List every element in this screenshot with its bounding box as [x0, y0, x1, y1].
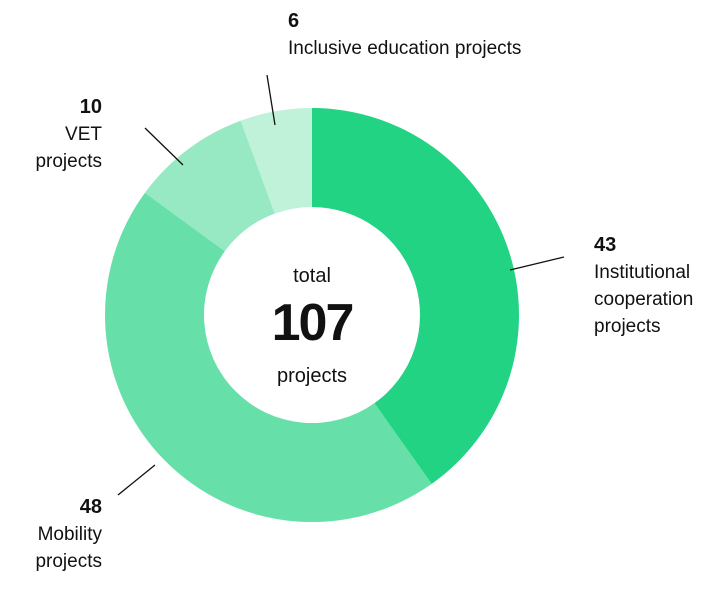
- slice-value: 10: [79, 96, 102, 118]
- slice: [240, 108, 312, 214]
- leader-line: [509, 256, 565, 271]
- slice-label: 48 Mobility projects: [10, 494, 102, 575]
- slice-value: 6: [288, 10, 300, 32]
- slice-label: 10 VET projects: [20, 94, 102, 175]
- slice: [104, 192, 432, 522]
- center-top: total: [293, 265, 331, 287]
- leader-line: [144, 127, 184, 166]
- slice-name: Inclusive education projects: [288, 38, 522, 59]
- slice: [312, 108, 519, 484]
- slice-name: Mobility projects: [35, 524, 102, 572]
- slice: [144, 120, 275, 252]
- slice-value: 48: [79, 496, 102, 518]
- leaders: [117, 74, 565, 496]
- slice-value: 43: [594, 234, 617, 256]
- slice-label: 6 Inclusive education projects: [288, 8, 608, 62]
- center-total: 107: [271, 294, 355, 352]
- slice-name: Institutional cooperation projects: [594, 262, 694, 337]
- slice-name: VET projects: [35, 124, 102, 172]
- center-bottom: projects: [276, 365, 348, 387]
- leader-line: [117, 464, 156, 496]
- slice-label: 43 Institutional cooperation projects: [594, 232, 724, 340]
- leader-line: [266, 74, 276, 126]
